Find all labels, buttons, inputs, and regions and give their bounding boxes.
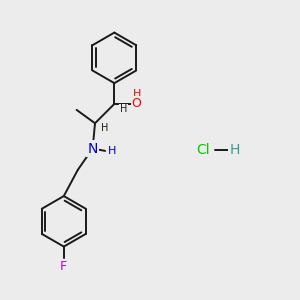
Text: H: H <box>132 89 141 99</box>
Text: O: O <box>132 98 142 110</box>
Text: H: H <box>230 143 240 157</box>
Text: Cl: Cl <box>197 143 210 157</box>
Text: H: H <box>101 123 108 133</box>
Text: F: F <box>60 260 68 273</box>
Text: H: H <box>108 146 117 156</box>
Text: H: H <box>120 104 128 114</box>
Text: N: N <box>87 142 98 155</box>
